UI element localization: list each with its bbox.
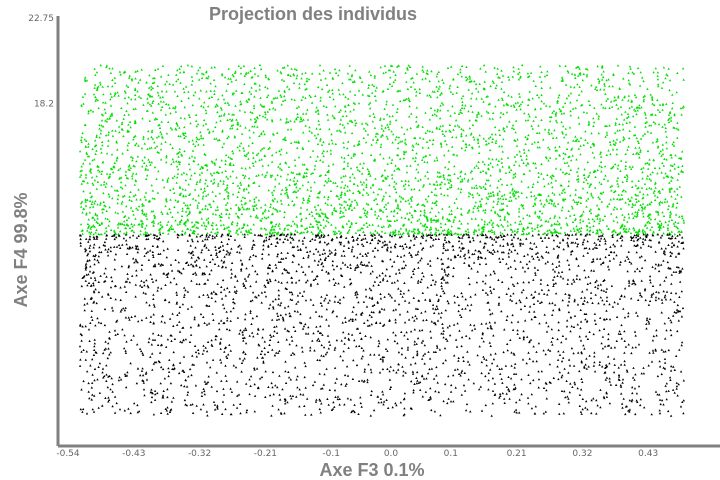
y-tick-label: 22.75 bbox=[28, 14, 54, 24]
x-tick-label: -0.21 bbox=[254, 449, 277, 459]
x-tick-label: -0.54 bbox=[56, 449, 80, 459]
series-1-points bbox=[78, 233, 686, 417]
data-points bbox=[78, 63, 686, 417]
x-tick-label: 0.1 bbox=[444, 449, 458, 459]
x-tick-label: 0.21 bbox=[507, 449, 527, 459]
x-tick-label: -0.1 bbox=[322, 449, 340, 459]
y-tick-label: 18.2 bbox=[34, 100, 54, 110]
x-axis-label: Axe F3 0.1% bbox=[319, 460, 424, 480]
x-tick-label: 0.0 bbox=[384, 449, 399, 459]
y-axis-label: Axe F4 99.8% bbox=[11, 192, 31, 307]
series-0 bbox=[78, 63, 686, 236]
series-0-points bbox=[78, 63, 686, 236]
x-tick-label: 0.32 bbox=[572, 449, 592, 459]
y-axis-ticks: 22.75 18.2 bbox=[28, 14, 54, 110]
x-tick-label: -0.43 bbox=[122, 449, 145, 459]
x-tick-label: 0.43 bbox=[638, 449, 658, 459]
series-1 bbox=[78, 233, 686, 417]
x-axis-ticks: -0.54 -0.43 -0.32 -0.21 -0.1 0.0 0.1 0.21 0.32 0.… bbox=[56, 449, 658, 459]
x-tick-label: -0.32 bbox=[188, 449, 211, 459]
chart-title: Projection des individus bbox=[209, 4, 417, 24]
